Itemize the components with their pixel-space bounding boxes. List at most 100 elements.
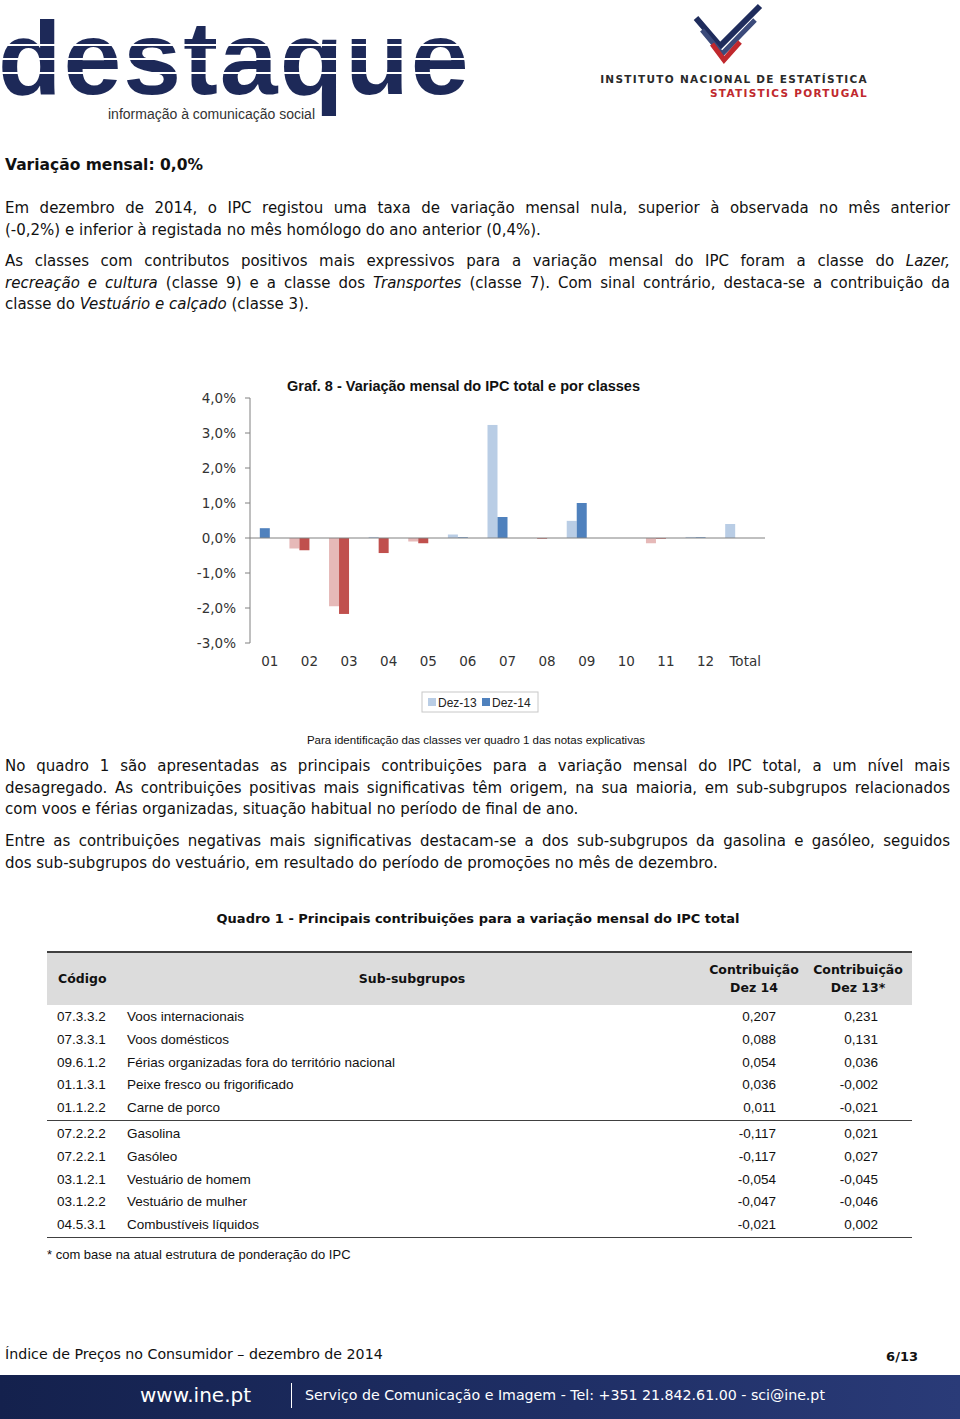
logo-stripe <box>0 72 500 74</box>
y-tick <box>245 608 250 609</box>
logo-tagline: informação à comunicação social <box>108 105 315 123</box>
table-cell: -0,054 <box>738 1171 776 1189</box>
paragraph-line: recreação e cultura (classe 9) e a class… <box>5 273 950 295</box>
bars <box>260 425 735 614</box>
table-cell: 0,011 <box>743 1099 776 1117</box>
text: (classe 7). Com sinal contrário, destaca… <box>461 274 950 292</box>
table-cell: 07.2.2.2 <box>57 1125 106 1143</box>
y-tick-label: 2,0% <box>202 460 236 476</box>
italic-text: Lazer, <box>906 252 950 270</box>
logo-stripe <box>0 58 500 60</box>
table-cell: Peixe fresco ou frigorificado <box>127 1076 294 1094</box>
paragraph-line: dos sub-subgrupos do vestuário, em resul… <box>5 853 950 875</box>
chart: Graf. 8 - Variação mensal do IPC total e… <box>197 378 765 712</box>
italic-text: Vestuário e calçado <box>80 295 227 313</box>
bar <box>379 538 389 553</box>
table-cell: Férias organizadas fora do território na… <box>127 1054 395 1072</box>
logo-stripe <box>0 44 500 46</box>
italic-text: recreação e cultura <box>5 274 158 292</box>
table-cell: -0,117 <box>739 1125 776 1143</box>
text: dos sub-subgrupos do vestuário, em resul… <box>5 854 718 872</box>
text: (classe 3). <box>227 295 309 313</box>
chart-note: Para identificação das classes ver quadr… <box>307 733 645 748</box>
table-header: Contribuição <box>813 962 903 978</box>
table-cell: 0,054 <box>742 1054 776 1072</box>
y-tick <box>245 538 250 539</box>
y-tick-label: -2,0% <box>197 600 236 616</box>
y-tick-label: -3,0% <box>197 635 236 651</box>
table-rule <box>47 1120 912 1121</box>
paragraph-line: As classes com contributos positivos mai… <box>5 251 950 273</box>
table-rule <box>47 1237 912 1238</box>
table-cell: 0,036 <box>742 1076 776 1094</box>
y-tick <box>245 643 250 644</box>
table-cell: 04.5.3.1 <box>57 1216 106 1234</box>
table-cell: 01.1.2.2 <box>57 1099 106 1117</box>
table-title: Quadro 1 - Principais contribuições para… <box>217 910 740 927</box>
zero-line <box>250 538 765 539</box>
table-cell: 09.6.1.2 <box>57 1054 106 1072</box>
section-title: Variação mensal: 0,0% <box>5 155 203 175</box>
ine-emblem-chevron <box>712 42 740 60</box>
bar <box>339 538 349 614</box>
y-tick <box>245 433 250 434</box>
institute-name-en: STATISTICS PORTUGAL <box>710 86 868 100</box>
page: Graf. 8 - Variação mensal do IPC total e… <box>0 0 960 1419</box>
institute-name: INSTITUTO NACIONAL DE ESTATÍSTICA <box>600 72 868 86</box>
table-cell: Voos domésticos <box>127 1031 229 1049</box>
table-cell: 01.1.3.1 <box>57 1076 106 1094</box>
y-tick-label: -1,0% <box>197 565 236 581</box>
y-tick-label: 1,0% <box>202 495 236 511</box>
text: com voos e férias organizadas, situação … <box>5 800 578 818</box>
x-tick-label: 07 <box>499 653 516 669</box>
table-cell: 0,131 <box>844 1031 878 1049</box>
table-header: Sub-subgrupos <box>359 971 465 987</box>
table-cell: -0,021 <box>840 1099 878 1117</box>
x-tick-label: 04 <box>380 653 397 669</box>
legend: Dez-13Dez-14 <box>422 692 538 712</box>
bar <box>646 538 656 543</box>
bar <box>418 538 428 543</box>
y-tick <box>245 468 250 469</box>
text: As classes com contributos positivos mai… <box>5 252 906 270</box>
paragraph-line: No quadro 1 são apresentadas as principa… <box>5 756 950 778</box>
legend-box <box>422 692 538 712</box>
table-cell: 07.2.2.1 <box>57 1148 106 1166</box>
bar <box>448 535 458 539</box>
y-tick <box>245 573 250 574</box>
table-cell: 0,088 <box>742 1031 776 1049</box>
table-cell: Vestuário de mulher <box>127 1193 247 1211</box>
x-tick-label: 10 <box>618 653 635 669</box>
x-tick-label: 03 <box>340 653 357 669</box>
x-tick-label: 11 <box>657 653 674 669</box>
x-tick-label: 05 <box>420 653 437 669</box>
table-cell: -0,021 <box>738 1216 776 1234</box>
x-tick-label: 08 <box>539 653 556 669</box>
table-cell: Combustíveis líquidos <box>127 1216 259 1234</box>
legend-swatch <box>482 698 490 706</box>
table-cell: Voos internacionais <box>127 1008 244 1026</box>
italic-text: Transportes <box>373 274 461 292</box>
paragraph-line: Entre as contribuições negativas mais si… <box>5 831 950 853</box>
text: No quadro 1 são apresentadas as principa… <box>5 757 950 775</box>
x-tick-label: 01 <box>261 653 278 669</box>
table-cell: -0,002 <box>840 1076 878 1094</box>
text: Entre as contribuições negativas mais si… <box>5 832 950 850</box>
table-header: Dez 14 <box>730 980 778 996</box>
page-number: 6/13 <box>886 1348 918 1365</box>
table-cell: 03.1.2.2 <box>57 1193 106 1211</box>
footer-divider <box>291 1383 292 1408</box>
footer-contact: Serviço de Comunicação e Imagem - Tel: +… <box>305 1386 825 1404</box>
text: (classe 9) e a classe dos <box>158 274 373 292</box>
paragraph-line: desagregado. As contribuições positivas … <box>5 778 950 800</box>
paragraph-line: classe do Vestuário e calçado (classe 3)… <box>5 294 950 316</box>
y-tick-label: 0,0% <box>202 530 236 546</box>
text: desagregado. As contribuições positivas … <box>5 779 950 797</box>
x-tick-label: 09 <box>578 653 595 669</box>
table-cell: -0,047 <box>738 1193 776 1211</box>
table-cell: 0,021 <box>844 1125 878 1143</box>
table-cell: Carne de porco <box>127 1099 220 1117</box>
table-cell: 07.3.3.1 <box>57 1031 106 1049</box>
bar <box>725 524 735 538</box>
paragraph-line: (-0,2%) e inferior à registada no mês ho… <box>5 220 950 242</box>
